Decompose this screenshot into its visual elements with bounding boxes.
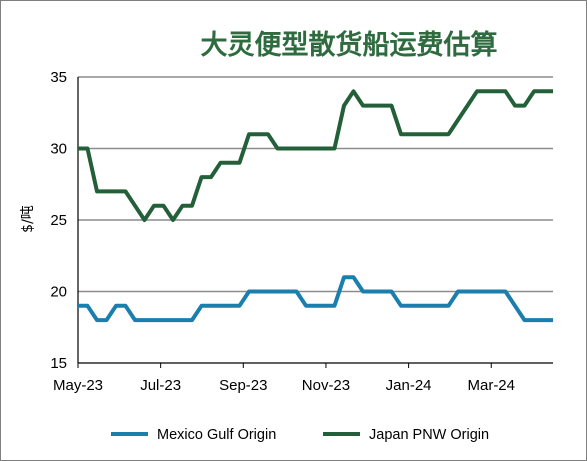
x-tick-label: Sep-23 — [219, 377, 267, 394]
series-line-japan-pnw — [78, 89, 553, 222]
y-tick-label: 15 — [50, 355, 67, 372]
y-tick-label: 30 — [50, 141, 67, 158]
y-tick-label: 20 — [50, 284, 67, 301]
x-tick-label: Nov-23 — [302, 377, 350, 394]
grid-lines — [78, 76, 553, 293]
legend-label: Japan PNW Origin — [369, 427, 489, 443]
x-tick-label: Mar-24 — [467, 377, 515, 394]
legend: Mexico Gulf Origin Japan PNW Origin — [111, 427, 489, 443]
y-axis-title: $/吨 — [20, 205, 36, 233]
axes: 15 20 25 30 35 May-23 Jul-23 Sep-23 Nov-23 Jan-24… — [50, 69, 553, 394]
x-tick-label: May-23 — [53, 377, 103, 394]
x-tick-label: Jan-24 — [386, 377, 432, 394]
chart-title: 大灵便型散货船运费估算 — [201, 29, 498, 61]
x-tick-label: Jul-23 — [140, 377, 181, 394]
legend-label: Mexico Gulf Origin — [157, 427, 276, 443]
y-tick-label: 25 — [50, 212, 67, 229]
y-tick-label: 35 — [50, 69, 67, 86]
series-line-mexico-gulf — [78, 275, 553, 323]
series-lines — [78, 89, 553, 323]
